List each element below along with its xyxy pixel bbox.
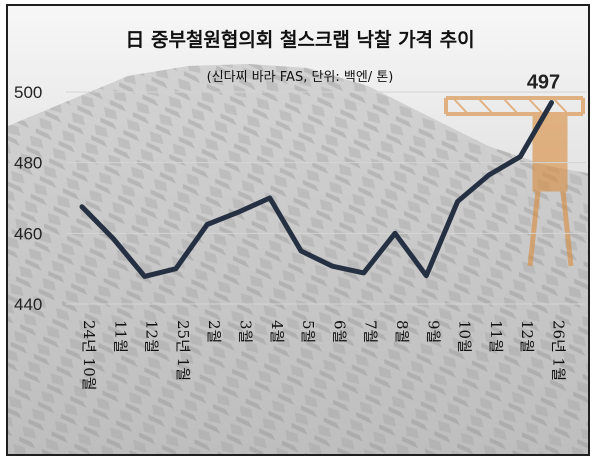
x-tick-label: 25년 1월 xyxy=(174,320,192,381)
line-chart: 日 중부철원협의회 철스크랩 낙찰 가격 추이 (신다찌 바라 FAS, 단위:… xyxy=(8,6,588,454)
y-tick-label: 460 xyxy=(14,224,42,243)
x-axis-ticks: 24년 10월 11월 12월 25년 1월 2월 3월 4월 5월 6월 7월 8월 9월 10월 11… xyxy=(80,320,568,391)
chart-frame: 日 중부철원협의회 철스크랩 낙찰 가격 추이 (신다찌 바라 FAS, 단위:… xyxy=(6,4,590,456)
x-tick-label: 4월 xyxy=(268,320,286,343)
x-tick-label: 24년 10월 xyxy=(80,320,98,391)
crane-image xyxy=(444,96,585,267)
y-tick-label: 440 xyxy=(14,295,42,314)
chart-title: 日 중부철원협의회 철스크랩 낙찰 가격 추이 xyxy=(125,29,474,51)
x-tick-label: 12월 xyxy=(143,320,161,353)
x-tick-label: 8월 xyxy=(393,320,411,343)
x-tick-label: 11월 xyxy=(111,320,129,353)
x-tick-label: 11월 xyxy=(487,320,505,353)
x-tick-label: 6월 xyxy=(330,320,348,343)
y-tick-label: 480 xyxy=(14,154,42,173)
y-tick-label: 500 xyxy=(14,83,42,102)
x-tick-label: 3월 xyxy=(237,320,255,343)
x-tick-label: 12월 xyxy=(518,320,536,353)
price-series-line xyxy=(79,100,554,279)
x-tick-label: 5월 xyxy=(299,320,317,343)
x-tick-label: 7월 xyxy=(362,320,380,343)
x-tick-label: 26년 1월 xyxy=(550,320,568,381)
x-tick-label: 9월 xyxy=(424,320,442,343)
data-label: 497 xyxy=(527,72,560,94)
scrap-pile-texture xyxy=(8,64,588,454)
y-axis-ticks: 440 460 480 500 xyxy=(14,83,42,314)
x-tick-label: 10월 xyxy=(456,320,474,353)
x-tick-label: 2월 xyxy=(205,320,223,343)
chart-subtitle: (신다찌 바라 FAS, 단위: 백엔/ 톤) xyxy=(207,70,394,85)
data-labels: 497 xyxy=(527,72,560,94)
grid-lines xyxy=(66,91,586,305)
